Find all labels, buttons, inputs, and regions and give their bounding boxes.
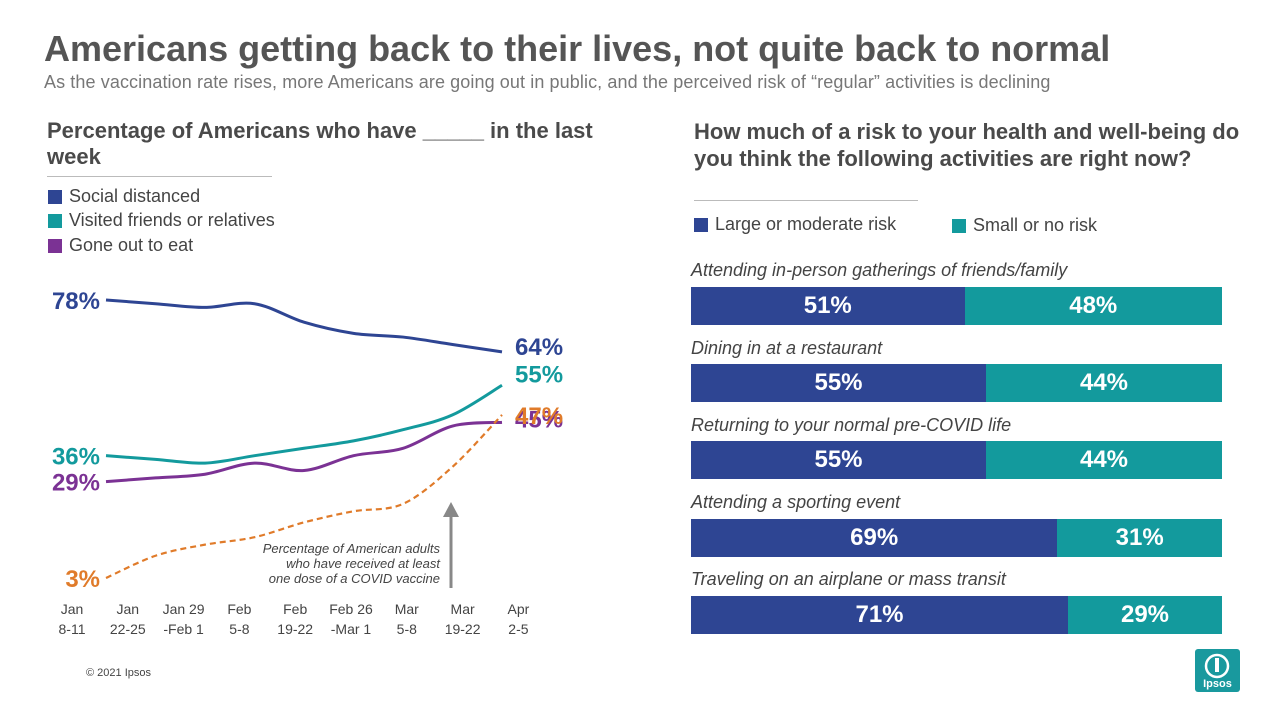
legend-item-visited-friends: Visited friends or relatives: [48, 210, 275, 231]
legend-swatch-teal: [48, 213, 62, 228]
annotation-text: who have received at least: [286, 556, 441, 571]
ipsos-logo-icon: [1204, 653, 1230, 679]
x-tick-label: Mar: [451, 601, 475, 617]
page-subtitle: As the vaccination rate rises, more Amer…: [44, 72, 1051, 92]
bar-row: 55% 44%: [691, 364, 1222, 402]
x-tick-label: Feb: [283, 601, 307, 617]
legend-swatch-purple: [48, 238, 62, 253]
series-end-label: 64%: [515, 334, 563, 361]
legend-swatch-teal: [952, 218, 966, 233]
x-tick-label: Feb: [227, 601, 251, 617]
series-end-label: 47%: [515, 403, 563, 430]
bar-row: 69% 31%: [691, 519, 1222, 557]
bar-row-label: Attending a sporting event: [691, 492, 901, 512]
x-tick-label: Jan 29: [163, 601, 205, 617]
bar-segment-small-risk: 44%: [986, 364, 1222, 402]
bar-chart-title-rule: [694, 200, 918, 201]
series-line-0: [105, 298, 503, 354]
x-tick-label: 5-8: [397, 621, 417, 637]
bar-segment-small-risk: 29%: [1068, 596, 1222, 634]
bar-chart-title: How much of a risk to your health and we…: [694, 119, 1240, 171]
series-start-label: 36%: [52, 444, 100, 471]
bar-segment-large-risk: 55%: [691, 364, 986, 402]
annotation-text: Percentage of American adults: [263, 541, 441, 556]
annotation-text: one dose of a COVID vaccine: [269, 571, 440, 586]
x-tick-label: 19-22: [277, 621, 313, 637]
legend-item-large-risk: Large or moderate risk: [694, 214, 896, 235]
legend-swatch-navy: [48, 189, 62, 204]
legend-swatch-navy: [694, 217, 708, 232]
bar-segment-large-risk: 55%: [691, 441, 986, 479]
series-end-label: 45%: [515, 406, 563, 433]
series-end-label: 55%: [515, 361, 563, 388]
bar-row-label: Traveling on an airplane or mass transit: [691, 569, 1006, 589]
x-tick-label: Jan: [61, 601, 84, 617]
bar-segment-large-risk: 69%: [691, 519, 1058, 557]
annotation-arrow-head: [443, 502, 459, 517]
legend-label: Large or moderate risk: [715, 214, 897, 234]
bar-row: 71% 29%: [691, 596, 1222, 634]
legend-label: Visited friends or relatives: [69, 210, 275, 230]
bar-row: 51% 48%: [691, 287, 1222, 325]
bar-row-label: Returning to your normal pre-COVID life: [691, 415, 1012, 435]
bar-segment-small-risk: 31%: [1057, 519, 1222, 557]
bar-row-label: Dining in at a restaurant: [691, 338, 883, 358]
ipsos-logo: Ipsos: [1195, 649, 1240, 692]
logo-text: Ipsos: [1203, 678, 1232, 690]
x-tick-label: 8-11: [59, 621, 86, 637]
legend-item-small-risk: Small or no risk: [952, 215, 1097, 236]
bar-segment-small-risk: 48%: [964, 287, 1222, 325]
x-tick-label: Apr: [508, 601, 530, 617]
legend-label: Social distanced: [69, 186, 201, 206]
x-tick-label: -Feb 1: [163, 621, 204, 637]
series-start-label: 3%: [65, 566, 100, 593]
x-tick-label: 19-22: [445, 621, 481, 637]
x-tick-label: -Mar 1: [331, 621, 372, 637]
series-line-2: [105, 420, 503, 484]
page-title: Americans getting back to their lives, n…: [44, 28, 1111, 69]
legend-label: Gone out to eat: [69, 235, 194, 255]
x-tick-label: Mar: [395, 601, 419, 617]
x-tick-label: 22-25: [110, 621, 146, 637]
legend-item-social-distanced: Social distanced: [48, 186, 200, 207]
bar-segment-large-risk: 71%: [691, 596, 1068, 634]
x-tick-label: Jan: [117, 601, 140, 617]
legend-label: Small or no risk: [973, 215, 1098, 235]
series-line-3: [105, 414, 503, 580]
bar-segment-large-risk: 51%: [691, 287, 965, 325]
bar-segment-small-risk: 44%: [986, 441, 1222, 479]
copyright: © 2021 Ipsos: [86, 667, 151, 679]
x-tick-label: Feb 26: [329, 601, 373, 617]
legend-item-gone-out-to-eat: Gone out to eat: [48, 235, 193, 256]
x-tick-label: 2-5: [508, 621, 528, 637]
series-start-label: 78%: [52, 288, 100, 315]
x-tick-label: 5-8: [229, 621, 249, 637]
line-chart-title: Percentage of Americans who have _____ i…: [47, 118, 593, 169]
line-chart-title-rule: [47, 176, 272, 177]
series-start-label: 29%: [52, 470, 100, 497]
bar-row-label: Attending in-person gatherings of friend…: [691, 260, 1068, 280]
line-chart: 78% 64% 36% 55% 29% 45% 3% 47% Jan 8-11 Jan 22-25 Ja…: [52, 288, 563, 637]
bar-row: 55% 44%: [691, 441, 1222, 479]
series-line-1: [105, 383, 503, 465]
